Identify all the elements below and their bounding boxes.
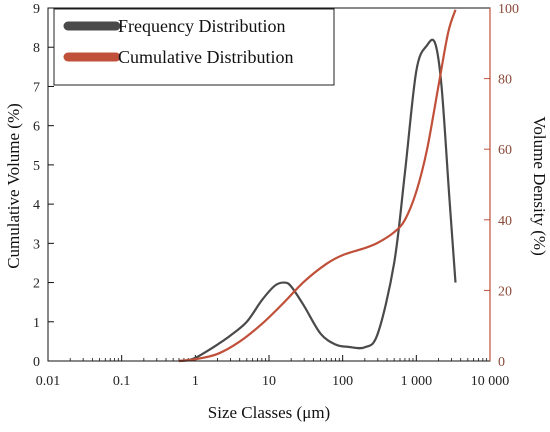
x-tick-label: 1 <box>192 374 199 389</box>
y-left-tick-label: 8 <box>33 41 40 56</box>
legend-label-frequency: Frequency Distribution <box>118 16 285 36</box>
y-left-ticks: 0 1 2 3 4 5 6 7 8 9 <box>33 2 54 370</box>
y-left-axis-title: Cumulative Volume (%) <box>4 103 23 269</box>
axes <box>47 7 491 362</box>
x-tick-label: 10 000 <box>471 374 510 389</box>
y-left-tick-label: 6 <box>33 120 40 135</box>
y-left-tick-label: 9 <box>33 2 40 17</box>
series-layer <box>178 9 457 363</box>
y-left-tick-label: 7 <box>33 80 40 95</box>
legend-label-cumulative: Cumulative Distribution <box>118 47 294 67</box>
x-tick-label: 1 000 <box>401 374 433 389</box>
y-right-tick-label: 80 <box>498 73 512 88</box>
series-line-cumulative <box>178 9 457 363</box>
y-left-tick-label: 1 <box>33 316 40 331</box>
y-left-tick-label: 3 <box>33 237 40 252</box>
y-right-tick-label: 60 <box>498 143 512 158</box>
y-right-tick-label: 0 <box>498 355 505 370</box>
x-ticks: 0.01 0.1 1 10 100 1 000 10 000 <box>36 355 510 389</box>
x-tick-label: 100 <box>332 374 353 389</box>
legend: Frequency Distribution Cumulative Distri… <box>53 8 335 86</box>
series-line-frequency <box>178 38 457 363</box>
y-right-axis-title: Volume Density (%) <box>530 116 549 255</box>
x-tick-label: 10 <box>262 374 276 389</box>
y-left-tick-label: 4 <box>33 198 40 213</box>
y-right-tick-label: 100 <box>498 2 519 17</box>
y-left-tick-label: 2 <box>33 277 40 292</box>
y-right-tick-label: 40 <box>498 214 512 229</box>
x-tick-label: 0.01 <box>36 374 61 389</box>
y-right-tick-label: 20 <box>498 284 512 299</box>
y-left-tick-label: 5 <box>33 159 40 174</box>
y-right-ticks: 0 20 40 60 80 100 <box>484 2 519 370</box>
x-axis-title: Size Classes (μm) <box>208 403 330 422</box>
x-tick-label: 0.1 <box>113 374 131 389</box>
y-left-tick-label: 0 <box>33 355 40 370</box>
